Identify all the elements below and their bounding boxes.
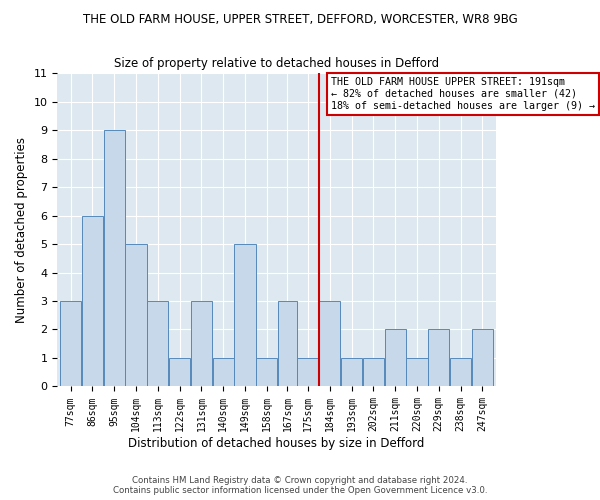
Bar xyxy=(406,358,428,386)
Bar xyxy=(278,301,297,386)
Text: THE OLD FARM HOUSE UPPER STREET: 191sqm
← 82% of detached houses are smaller (42: THE OLD FARM HOUSE UPPER STREET: 191sqm … xyxy=(331,78,595,110)
Bar xyxy=(212,358,234,386)
Bar xyxy=(191,301,212,386)
Bar xyxy=(104,130,125,386)
Bar xyxy=(235,244,256,386)
Bar xyxy=(169,358,190,386)
Bar xyxy=(60,301,81,386)
Bar xyxy=(363,358,384,386)
Bar xyxy=(428,330,449,386)
Bar xyxy=(82,216,103,386)
Bar xyxy=(125,244,146,386)
Bar xyxy=(450,358,471,386)
Bar xyxy=(256,358,277,386)
Text: THE OLD FARM HOUSE, UPPER STREET, DEFFORD, WORCESTER, WR8 9BG: THE OLD FARM HOUSE, UPPER STREET, DEFFOR… xyxy=(83,12,517,26)
Title: Size of property relative to detached houses in Defford: Size of property relative to detached ho… xyxy=(114,58,439,70)
X-axis label: Distribution of detached houses by size in Defford: Distribution of detached houses by size … xyxy=(128,437,425,450)
Bar xyxy=(385,330,406,386)
Bar xyxy=(341,358,362,386)
Y-axis label: Number of detached properties: Number of detached properties xyxy=(15,137,28,323)
Bar xyxy=(472,330,493,386)
Bar xyxy=(298,358,319,386)
Text: Contains HM Land Registry data © Crown copyright and database right 2024.
Contai: Contains HM Land Registry data © Crown c… xyxy=(113,476,487,495)
Bar xyxy=(319,301,340,386)
Bar xyxy=(147,301,169,386)
